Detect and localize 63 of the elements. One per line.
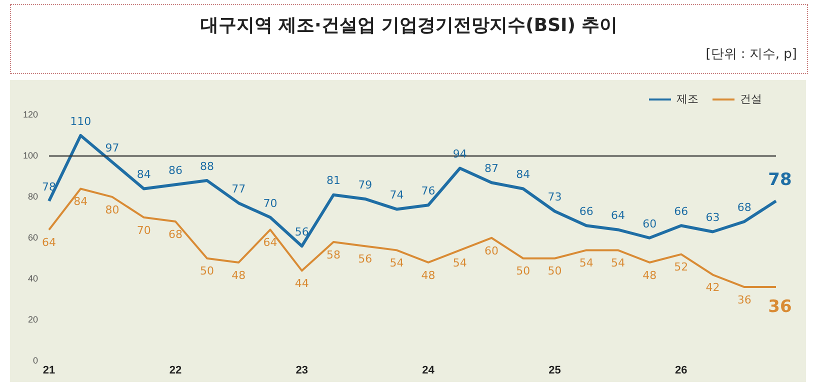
data-label: 78 [768,170,792,190]
y-tick-label: 100 [22,150,38,160]
data-label: 110 [70,114,92,128]
x-tick-label: 25 [548,364,561,376]
data-label: 50 [548,264,562,278]
data-label: 60 [642,217,657,230]
data-label: 48 [232,268,246,282]
data-label: 79 [358,178,372,192]
text: [단위 : 지수, p] [706,46,797,63]
x-tick-label: 21 [42,364,56,376]
y-tick-label: 120 [22,109,38,120]
data-label: 97 [105,141,120,154]
data-label: 76 [421,184,436,198]
data-label: 50 [200,264,214,278]
y-tick-label: 60 [28,232,38,242]
x-tick-label: 26 [675,364,688,376]
data-label: 77 [232,182,246,196]
data-label: 70 [136,224,151,237]
data-label: 73 [548,190,562,204]
data-label: 70 [263,196,278,210]
data-label: 54 [390,256,404,270]
y-tick-label: 20 [28,314,38,324]
x-tick-label: 23 [296,364,308,376]
chart-title: 대구지역 제조·건설업 기업경기전망지수(BSI) 추이 [199,14,619,37]
data-label: 42 [706,281,720,294]
data-label: 58 [326,248,340,262]
y-tick-label: 40 [28,273,38,284]
y-tick-label: 0 [33,355,38,366]
data-label: 66 [674,204,688,218]
data-label: 60 [484,244,499,258]
data-label: 84 [516,168,530,182]
data-label: 54 [579,256,594,270]
data-label: 36 [768,296,792,317]
x-tick-label: 24 [422,364,436,376]
data-label: 64 [610,209,625,222]
data-label: 54 [610,256,625,270]
data-label: 36 [737,293,752,306]
data-label: 63 [706,211,720,224]
y-tick-label: 80 [28,191,38,202]
data-label: 87 [484,162,499,175]
data-label: 64 [42,236,56,250]
data-label: 81 [326,174,340,188]
data-label: 56 [358,252,372,266]
data-label: 80 [105,203,120,216]
data-label: 86 [168,164,182,178]
data-label: 88 [200,160,214,173]
data-label: 66 [579,204,594,218]
data-label: 64 [263,236,278,250]
data-label: 52 [674,260,688,274]
data-label: 56 [294,225,309,238]
x-tick-label: 22 [169,364,182,376]
data-label: 50 [516,264,530,278]
data-label: 84 [74,195,88,208]
data-label: 84 [136,168,151,182]
data-label: 74 [390,188,404,202]
data-label: 48 [642,268,657,282]
data-label: 54 [452,256,467,270]
data-label: 48 [421,268,436,282]
data-label: 68 [737,200,752,214]
data-label: 44 [294,277,309,290]
legend-label: 건설 [740,94,762,106]
legend-label: 제조 [676,94,698,106]
data-label: 68 [168,228,182,241]
